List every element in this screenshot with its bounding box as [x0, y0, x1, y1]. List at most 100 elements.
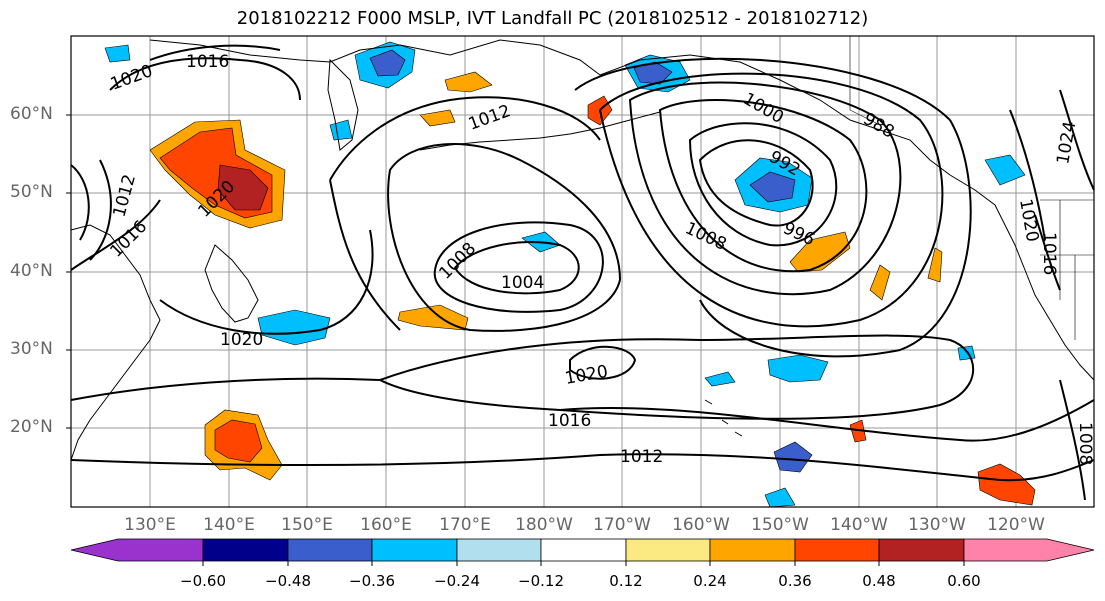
- ivt-patch-positive: [927, 247, 943, 283]
- coastline-asia: [70, 224, 161, 461]
- isobar-1020-east: [379, 334, 975, 420]
- colorbar-tick-label: −0.36: [349, 572, 395, 590]
- ivt-patch-positive: [217, 164, 269, 211]
- coastline-kamchatka: [327, 58, 359, 151]
- colorbar-segment: [202, 538, 289, 562]
- ivt-patch-negative: [257, 309, 331, 346]
- coastline-hawaii: [704, 399, 743, 437]
- ivt-patch-negative: [764, 487, 796, 508]
- lon-label: 170°W: [593, 515, 651, 535]
- isobar-1016-nw2: [70, 199, 161, 271]
- lon-label: 150°W: [751, 515, 809, 535]
- isobar-label: 1016: [1039, 232, 1059, 275]
- isobar-1016-ne: [1034, 214, 1061, 291]
- colorbar-segment: [794, 538, 880, 562]
- isobar-label: 1008: [1075, 422, 1095, 465]
- lat-label: 50°N: [10, 182, 53, 202]
- isobar-1020-west: [159, 229, 374, 335]
- lon-label: 130°W: [908, 515, 966, 535]
- colorbar-segment: [709, 538, 796, 562]
- isobar-1008-east: [599, 72, 944, 328]
- colorbar: [70, 538, 1095, 562]
- ivt-patch-negative: [369, 49, 406, 77]
- ivt-patch-positive: [977, 463, 1036, 506]
- isobar-1016-nw: [149, 44, 281, 61]
- ivt-shading: [104, 41, 1036, 508]
- isobar-992: [688, 122, 838, 247]
- coastline-alaska: [599, 54, 951, 176]
- lon-label: 170°E: [439, 515, 491, 535]
- coastline-namerica: [949, 174, 1095, 381]
- isobar-1020-ne: [1009, 109, 1046, 241]
- lon-label: 120°W: [987, 515, 1045, 535]
- lon-label: 160°E: [360, 515, 412, 535]
- isobars: [70, 44, 1095, 501]
- map-title: 2018102212 F000 MSLP, IVT Landfall PC (2…: [236, 8, 869, 29]
- colorbar-tick-label: −0.48: [265, 572, 311, 590]
- isobar-988: [658, 99, 868, 273]
- isobar-label: 1012: [620, 447, 663, 467]
- colorbar-segment: [963, 538, 1095, 562]
- colorbar-segment: [70, 538, 204, 562]
- borders: [849, 36, 1094, 340]
- ivt-patch-negative: [957, 345, 976, 361]
- isobar-1004: [453, 241, 580, 295]
- colorbar-tick-label: 0.12: [609, 572, 643, 590]
- isobar-1008-se: [1059, 379, 1086, 501]
- isobar-1020-central: [569, 345, 637, 380]
- isobar-1000: [628, 81, 902, 296]
- ivt-patch-positive: [869, 264, 891, 301]
- colorbar-tick-label: −0.24: [434, 572, 480, 590]
- ivt-patch-positive: [214, 419, 263, 463]
- lat-label: 60°N: [10, 104, 53, 124]
- colorbar-segment: [287, 538, 373, 562]
- lat-label: 30°N: [10, 339, 53, 359]
- isobar-label: 1016: [548, 411, 591, 431]
- isobar-1012-east: [574, 57, 972, 358]
- ivt-patch-negative: [104, 44, 131, 63]
- colorbar-segment: [878, 538, 965, 562]
- ivt-patch-positive: [849, 419, 867, 443]
- colorbar-tick-label: −0.12: [518, 572, 564, 590]
- lon-label: 160°W: [672, 515, 730, 535]
- isobar-label: 1004: [501, 273, 544, 293]
- border-states: [1040, 200, 1094, 340]
- lat-ticks: [66, 114, 71, 429]
- colorbar-segment: [540, 538, 627, 562]
- ivt-patch-positive: [444, 71, 493, 93]
- isobar-1024-ne: [1059, 89, 1095, 191]
- isobar-1008-west: [433, 221, 604, 313]
- colorbar-tick-label: 0.24: [693, 572, 727, 590]
- ivt-patch-negative: [773, 441, 813, 473]
- border-alaska-canada: [849, 36, 881, 126]
- colorbar-segment: [456, 538, 542, 562]
- isobar-1016-east: [70, 377, 1095, 442]
- lon-label: 130°E: [124, 515, 176, 535]
- lon-label: 150°E: [281, 515, 333, 535]
- isobar-1020-nw: [109, 57, 301, 101]
- lon-label: 180°W: [515, 515, 573, 535]
- isobar-label: 1020: [220, 330, 263, 350]
- lat-label: 40°N: [10, 261, 53, 281]
- colorbar-segment: [371, 538, 458, 562]
- ivt-patch-positive: [419, 109, 456, 127]
- colorbar-tick-label: 0.60: [947, 572, 981, 590]
- isobar-996: [698, 139, 814, 227]
- isobar-1016-west: [329, 96, 601, 331]
- isobar-1012-south: [70, 453, 1095, 482]
- lon-label: 140°W: [830, 515, 888, 535]
- ivt-patch-negative: [984, 154, 1026, 186]
- ivt-patch-negative: [749, 171, 796, 203]
- coastline-japan: [204, 244, 259, 323]
- isobar-label: 1016: [186, 52, 229, 72]
- coastline-siberia: [149, 39, 601, 76]
- isobar-1012-west: [387, 143, 622, 332]
- colorbar-tick-label: 0.48: [862, 572, 896, 590]
- ivt-patch-negative: [767, 354, 829, 383]
- colorbar-tick-label: −0.60: [180, 572, 226, 590]
- lon-label: 140°E: [203, 515, 255, 535]
- ivt-patch-negative: [704, 371, 736, 387]
- lat-label: 20°N: [10, 417, 53, 437]
- colorbar-tick-label: 0.36: [778, 572, 812, 590]
